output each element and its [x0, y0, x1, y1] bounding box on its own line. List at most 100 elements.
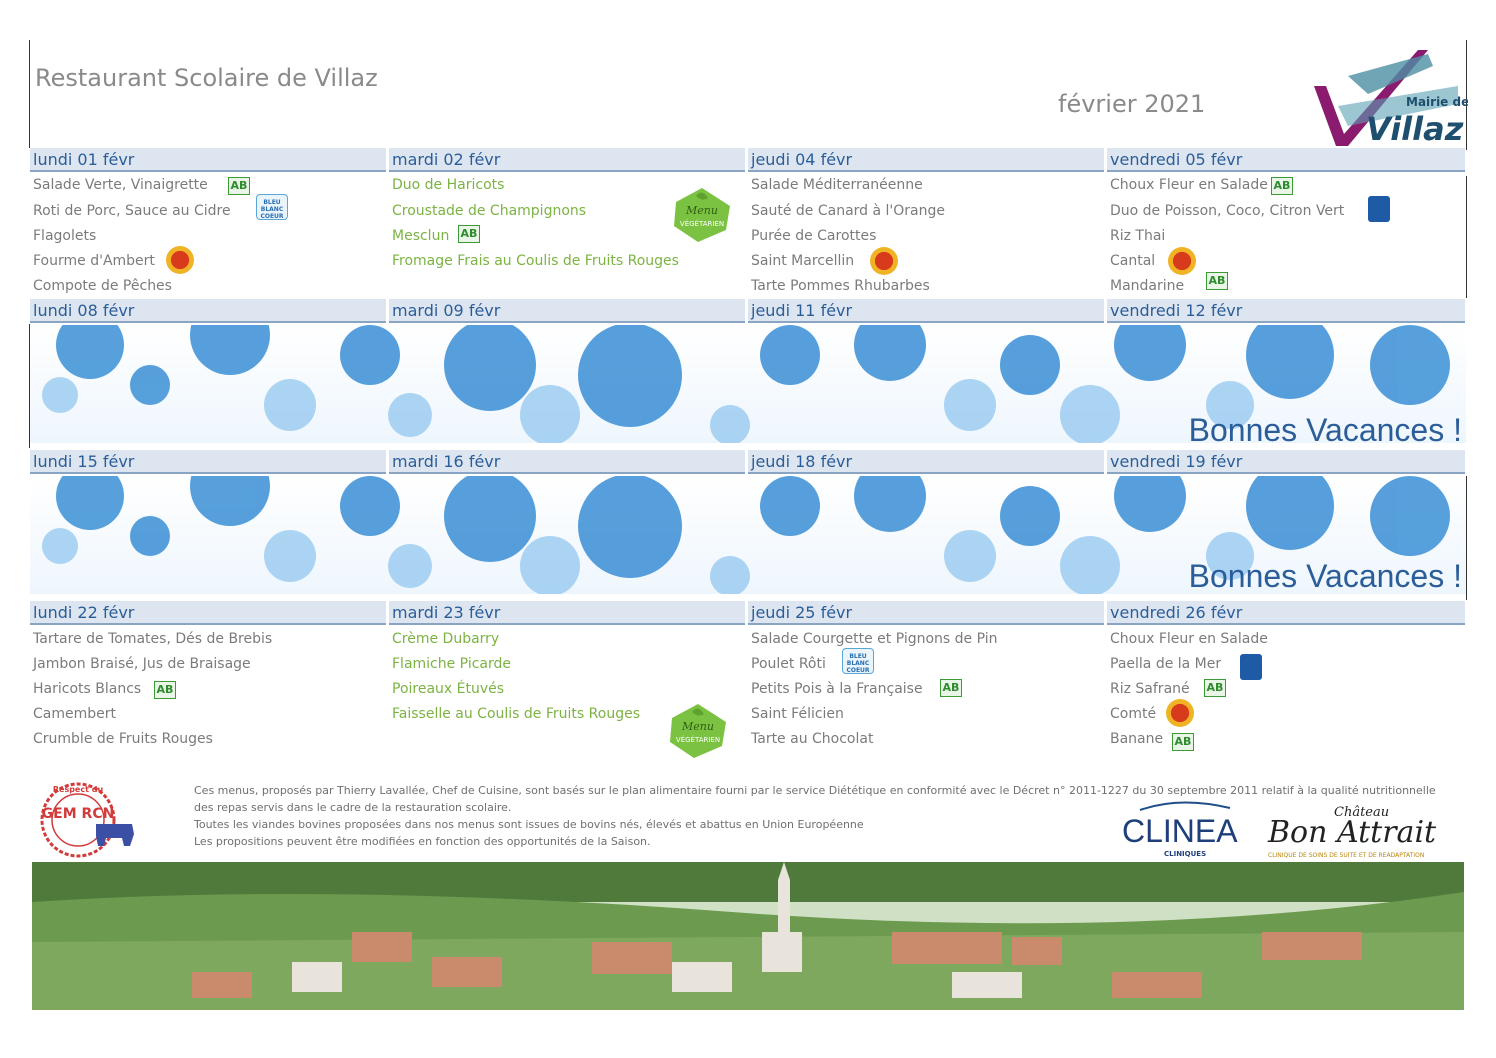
day-header: mardi 16 févr: [389, 450, 745, 474]
frame-right-line-3: [1466, 476, 1467, 600]
dish-item: Saint Félicien: [751, 706, 844, 722]
menu-notes: Ces menus, proposés par Thierry Lavallée…: [194, 782, 1454, 850]
dish-item: Poireaux Étuvés: [392, 681, 505, 697]
day-header: vendredi 19 févr: [1107, 450, 1465, 474]
frame-left-line-2: [29, 324, 30, 448]
dish-item: Saint Marcellin: [751, 253, 855, 269]
dish-item: Petits Pois à la Française: [751, 681, 923, 697]
gem-label: GEM RCN: [42, 806, 115, 822]
dish-item: Paella de la Mer: [1110, 656, 1222, 672]
frame-left-line: [29, 40, 30, 148]
note-line: Toutes les viandes bovines proposées dan…: [194, 818, 864, 831]
organic-ab-icon: AB: [940, 679, 962, 697]
svg-text:VÉGÉTARIEN: VÉGÉTARIEN: [680, 219, 724, 228]
day-header: vendredi 12 févr: [1107, 299, 1465, 323]
clinea-name: CLINEA: [1122, 813, 1238, 849]
organic-ab-icon: AB: [228, 177, 250, 195]
dish-item: Fourme d'Ambert: [33, 253, 155, 269]
organic-ab-icon: AB: [1172, 733, 1194, 751]
month-label: février 2021: [1058, 90, 1206, 118]
dish-item: Sauté de Canard à l'Orange: [751, 203, 945, 219]
note-line: Ces menus, proposés par Thierry Lavallée…: [194, 784, 1436, 797]
note-line: des repas servis dans le cadre de la res…: [194, 801, 512, 814]
day-header: mardi 02 févr: [389, 148, 745, 172]
dish-item: Choux Fleur en Salade: [1110, 631, 1268, 647]
day-header: jeudi 11 févr: [748, 299, 1104, 323]
village-landscape-image: [32, 862, 1464, 1010]
dish-item: Mesclun: [392, 228, 450, 244]
dish-item: Salade Verte, Vinaigrette: [33, 177, 208, 193]
dish-item: Haricots Blancs: [33, 681, 142, 697]
dish-item: Riz Safrané: [1110, 681, 1190, 697]
dish-item: Croustade de Champignons: [392, 203, 587, 219]
day-header: vendredi 26 févr: [1107, 601, 1465, 625]
clinea-logo: CLINEA CLINIQUES: [1122, 801, 1238, 858]
aop-label-icon: [166, 246, 194, 274]
svg-text:Menu: Menu: [681, 720, 714, 733]
organic-ab-icon: AB: [1206, 272, 1228, 290]
dish-item: Tarte Pommes Rhubarbes: [751, 278, 930, 294]
dish-item: Banane: [1110, 731, 1164, 747]
snowflakes-image: [42, 325, 1450, 443]
aop-label-icon: [1166, 699, 1194, 727]
bleu-blanc-coeur-icon: BLEU BLANC COEUR: [256, 194, 288, 220]
dish-item: Duo de Poisson, Coco, Citron Vert: [1110, 203, 1345, 219]
dish-item: Jambon Braisé, Jus de Braisage: [33, 656, 251, 672]
dish-item: Mandarine: [1110, 278, 1185, 294]
frame-right-line-2: [1466, 176, 1467, 298]
gem-rcn-logo: GEM RCN Respect du: [40, 782, 134, 858]
bleu-blanc-coeur-icon: BLEU BLANC COEUR: [842, 648, 874, 674]
dish-item: Poulet Rôti: [751, 656, 826, 672]
page-title: Restaurant Scolaire de Villaz: [35, 64, 378, 92]
day-header: jeudi 04 févr: [748, 148, 1104, 172]
dish-item: Crème Dubarry: [392, 631, 500, 647]
vacation-message: Bonnes Vacances !: [1188, 412, 1462, 448]
vacation-message: Bonnes Vacances !: [1188, 558, 1462, 594]
msc-fish-label-icon: [1368, 196, 1390, 222]
day-header: mardi 09 févr: [389, 299, 745, 323]
dish-item: Tartare de Tomates, Dés de Brebis: [33, 631, 273, 647]
vegetarian-menu-icon: Menu VÉGÉTARIEN: [674, 188, 730, 242]
dish-item: Faisselle au Coulis de Fruits Rouges: [392, 706, 640, 722]
day-header: lundi 22 févr: [30, 601, 386, 625]
aop-label-icon: [1168, 247, 1196, 275]
dish-item: Salade Courgette et Pignons de Pin: [751, 631, 998, 647]
organic-ab-icon: AB: [458, 225, 480, 243]
svg-text:Mairie de: Mairie de: [1406, 95, 1468, 109]
clinea-sub: CLINIQUES: [1164, 850, 1206, 858]
svg-text:VÉGÉTARIEN: VÉGÉTARIEN: [676, 735, 720, 744]
day-header: jeudi 25 févr: [748, 601, 1104, 625]
dish-item: Cantal: [1110, 253, 1156, 269]
villaz-logo: Mairie de Villaz: [1314, 50, 1468, 148]
dish-item: Salade Méditerranéenne: [751, 177, 923, 193]
bon-attrait-name: Bon Attrait: [1267, 815, 1437, 850]
day-header: lundi 08 févr: [30, 299, 386, 323]
organic-ab-icon: AB: [1271, 177, 1293, 195]
dish-item: Flagolets: [33, 228, 97, 244]
snowflakes-image: [42, 476, 1450, 594]
dish-item: Riz Thai: [1110, 228, 1166, 244]
chateau-bon-attrait-logo: Château Bon Attrait CLINIQUE DE SOINS DE…: [1267, 805, 1437, 859]
organic-ab-icon: AB: [154, 681, 176, 699]
msc-fish-label-icon: [1240, 654, 1262, 680]
organic-ab-icon: AB: [1204, 679, 1226, 697]
svg-text:Villaz: Villaz: [1366, 110, 1464, 148]
dish-item: Comté: [1110, 706, 1157, 722]
aop-label-icon: [870, 247, 898, 275]
gem-ring-text: Respect du: [53, 785, 104, 794]
dish-item: Tarte au Chocolat: [751, 731, 874, 747]
dish-item: Camembert: [33, 706, 116, 722]
dish-item: Roti de Porc, Sauce au Cidre: [33, 203, 231, 219]
snowflake-banner: [30, 325, 1466, 443]
dish-item: Purée de Carottes: [751, 228, 877, 244]
day-header: mardi 23 févr: [389, 601, 745, 625]
day-header: lundi 01 févr: [30, 148, 386, 172]
dish-item: Duo de Haricots: [392, 177, 505, 193]
bon-attrait-sub: CLINIQUE DE SOINS DE SUITE ET DE READAPT…: [1268, 852, 1424, 859]
dish-item: Choux Fleur en Salade: [1110, 177, 1268, 193]
vegetarian-menu-icon: Menu VÉGÉTARIEN: [670, 704, 726, 758]
bon-attrait-top: Château: [1334, 805, 1389, 820]
dish-item: Compote de Pêches: [33, 278, 172, 294]
snowflake-banner: [30, 476, 1466, 594]
day-header: jeudi 18 févr: [748, 450, 1104, 474]
